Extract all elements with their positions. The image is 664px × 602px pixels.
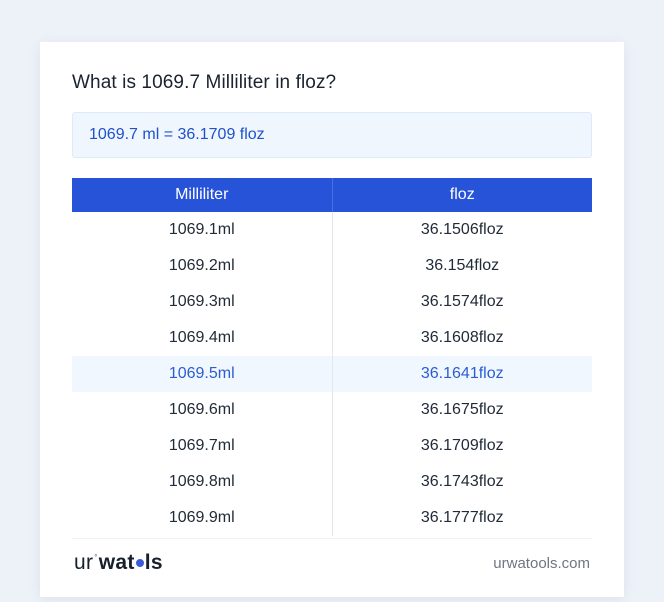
table-row[interactable]: 1069.7ml 36.1709floz xyxy=(72,428,592,464)
table-row[interactable]: 1069.1ml 36.1506floz xyxy=(72,212,592,248)
floz-cell[interactable]: 36.1743floz xyxy=(420,473,504,490)
ml-cell[interactable]: 1069.7ml xyxy=(72,428,333,464)
table-row[interactable]: 1069.4ml 36.1608floz xyxy=(72,320,592,356)
ml-cell[interactable]: 1069.2ml xyxy=(72,248,333,284)
header-floz: floz xyxy=(332,178,592,212)
urwatools-logo[interactable]: ur ° wat ls xyxy=(74,551,163,575)
ml-cell[interactable]: 1069.4ml xyxy=(72,320,333,356)
floz-cell[interactable]: 36.1608floz xyxy=(420,329,504,346)
table-row-highlighted[interactable]: 1069.5ml 36.1641floz xyxy=(72,356,592,392)
logo-superscript: ° xyxy=(94,553,98,562)
floz-cell[interactable]: 36.1675floz xyxy=(420,401,504,418)
page-title: What is 1069.7 Milliliter in floz? xyxy=(72,72,337,93)
header-milliliter: Milliliter xyxy=(72,178,333,212)
site-url-text: urwatools.com xyxy=(493,554,590,572)
logo-o-ring-icon xyxy=(135,559,144,567)
table-row[interactable]: 1069.3ml 36.1574floz xyxy=(72,284,592,320)
ml-cell[interactable]: 1069.1ml xyxy=(72,212,333,248)
floz-cell[interactable]: 36.1641floz xyxy=(332,356,592,392)
ml-cell[interactable]: 1069.3ml xyxy=(72,284,333,320)
ml-cell[interactable]: 1069.8ml xyxy=(72,464,333,500)
table-row[interactable]: 1069.2ml 36.154floz xyxy=(72,248,592,284)
converter-card: What is 1069.7 Milliliter in floz? 1069.… xyxy=(40,42,624,597)
table-header-row: Milliliter floz xyxy=(72,178,592,212)
table-row[interactable]: 1069.6ml 36.1675floz xyxy=(72,392,592,428)
ml-cell[interactable]: 1069.6ml xyxy=(72,392,333,428)
floz-cell[interactable]: 36.1777floz xyxy=(420,509,504,526)
logo-text-ls: ls xyxy=(144,551,163,574)
ml-cell[interactable]: 1069.9ml xyxy=(72,500,333,536)
table-row[interactable]: 1069.8ml 36.1743floz xyxy=(72,464,592,500)
floz-cell[interactable]: 36.1574floz xyxy=(420,293,504,310)
conversion-result-box: 1069.7 ml = 36.1709 floz xyxy=(72,112,592,158)
ml-cell[interactable]: 1069.5ml xyxy=(72,356,333,392)
card-footer: ur ° wat ls urwatools.com xyxy=(72,538,592,581)
table-row[interactable]: 1069.9ml 36.1777floz xyxy=(72,500,592,536)
floz-cell[interactable]: 36.1709floz xyxy=(420,437,504,454)
logo-text-wat: wat xyxy=(98,551,135,574)
conversion-table: Milliliter floz 1069.1ml 36.1506floz 106… xyxy=(72,178,592,536)
floz-cell[interactable]: 36.1506floz xyxy=(420,221,504,238)
logo-text-ur: ur xyxy=(74,551,94,574)
floz-cell[interactable]: 36.154floz xyxy=(425,257,500,274)
conversion-result-text: 1069.7 ml = 36.1709 floz xyxy=(89,126,265,143)
